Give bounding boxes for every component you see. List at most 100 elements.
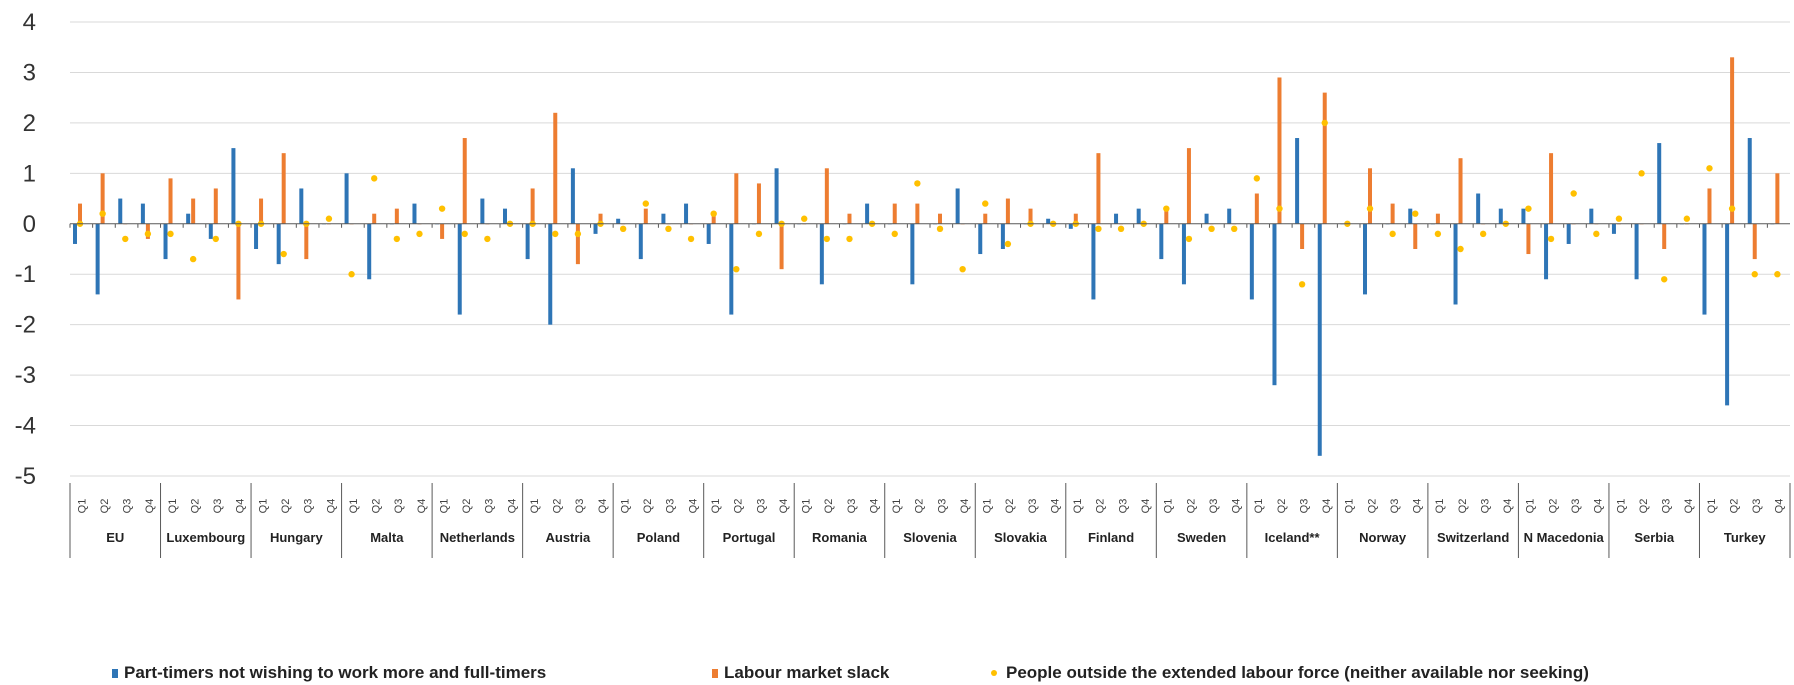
bar-part-timers — [1000, 223, 1005, 249]
bar-part-timers — [684, 203, 689, 224]
bar-part-timers — [638, 223, 643, 260]
dot-outside-labour-force — [642, 200, 649, 207]
bar-part-timers — [525, 223, 530, 260]
bar-labour-market-slack — [1254, 193, 1259, 224]
bar-labour-market-slack — [1752, 223, 1757, 260]
legend-swatch-outside — [991, 670, 997, 676]
dot-outside-labour-force — [1683, 215, 1691, 222]
dot-outside-labour-force — [619, 225, 627, 233]
bar-labour-market-slack — [892, 203, 897, 224]
y-tick-label: -3 — [15, 362, 36, 389]
bar-part-timers — [1634, 223, 1639, 280]
dot-outside-labour-force — [99, 210, 106, 217]
dot-outside-labour-force — [574, 230, 582, 238]
quarter-tick-label: Q3 — [1117, 499, 1129, 514]
quarter-tick-label: Q2 — [914, 499, 926, 514]
quarter-tick-label: Q3 — [846, 499, 858, 514]
bar-labour-market-slack — [394, 208, 399, 224]
quarter-tick-label: Q3 — [303, 499, 315, 514]
bar-labour-market-slack — [100, 173, 105, 224]
quarter-tick-label: Q1 — [619, 499, 631, 514]
dot-outside-labour-force — [1253, 175, 1261, 182]
bar-labour-market-slack — [191, 198, 196, 224]
bar-part-timers — [661, 213, 666, 224]
bar-part-timers — [1521, 208, 1526, 224]
quarter-tick-label: Q1 — [529, 499, 541, 514]
bar-labour-market-slack — [915, 203, 920, 224]
country-tick-label: Switzerland — [1437, 530, 1509, 545]
bar-labour-market-slack — [213, 188, 218, 224]
bar-part-timers — [412, 203, 417, 224]
country-tick-labels: EU Luxembourg Hungary Malta Netherlands Austr… — [106, 530, 1766, 545]
bar-part-timers — [955, 188, 960, 224]
quarter-tick-label: Q4 — [1593, 499, 1605, 514]
bar-part-timers — [208, 223, 213, 239]
dot-outside-labour-force — [1298, 281, 1306, 288]
dot-outside-labour-force — [416, 230, 423, 238]
dot-outside-labour-force — [1231, 225, 1238, 233]
quarter-tick-label: Q2 — [1457, 499, 1469, 514]
legend-swatch-part-timers — [112, 669, 118, 678]
legend-item-outside: People outside the extended labour force… — [991, 663, 1589, 682]
quarter-tick-label: Q2 — [823, 499, 835, 514]
quarter-tick-label: Q4 — [959, 499, 971, 514]
bar-labour-market-slack — [1707, 188, 1712, 224]
legend-item-part-timers: Part-timers not wishing to work more and… — [112, 663, 546, 682]
dot-outside-labour-force — [936, 225, 944, 233]
bar-labour-market-slack — [1368, 168, 1372, 224]
quarter-tick-label: Q1 — [1163, 499, 1175, 514]
bar-part-timers — [299, 188, 304, 224]
y-tick-label: 0 — [23, 211, 36, 238]
bar-labour-market-slack — [1164, 208, 1169, 224]
dot-outside-labour-force — [1163, 205, 1170, 212]
quarter-tick-label: Q3 — [1479, 499, 1491, 514]
bar-part-timers — [1725, 223, 1730, 406]
dot-outside-labour-force — [1366, 205, 1374, 212]
y-tick-label: -5 — [15, 463, 36, 490]
quarter-tick-label: Q4 — [1412, 499, 1424, 514]
bar-labour-market-slack — [643, 208, 648, 224]
country-tick-label: Finland — [1088, 530, 1134, 545]
bar-part-timers — [706, 223, 711, 244]
country-tick-label: Poland — [637, 530, 680, 545]
bar-part-timers — [1114, 213, 1119, 224]
bar-labour-market-slack — [78, 203, 82, 224]
bar-labour-market-slack — [372, 213, 377, 224]
bar-part-timers — [729, 223, 734, 315]
dot-outside-labour-force — [461, 230, 468, 238]
quarter-tick-label: Q2 — [642, 499, 654, 514]
dot-outside-labour-force — [959, 265, 966, 273]
bar-labour-market-slack — [1073, 213, 1078, 224]
bar-part-timers — [95, 223, 100, 295]
country-tick-label: Hungary — [270, 530, 324, 545]
quarter-tick-label: Q2 — [1366, 499, 1378, 514]
dot-outside-labour-force — [710, 210, 717, 217]
bar-part-timers — [1702, 223, 1707, 315]
dot-outside-labour-force — [167, 230, 174, 238]
bar-part-timers — [186, 213, 191, 224]
quarter-tick-label: Q2 — [1095, 499, 1107, 514]
dot-outside-labour-force — [1615, 215, 1623, 222]
dot-outside-labour-force — [1751, 271, 1758, 278]
dot-outside-labour-force — [144, 230, 152, 238]
bar-part-timers — [1317, 223, 1322, 456]
bar-part-timers — [910, 223, 915, 285]
bar-part-timers — [1159, 223, 1164, 260]
dot-outside-labour-force — [733, 265, 740, 273]
quarter-tick-label: Q3 — [122, 499, 134, 514]
quarter-tick-label: Q4 — [597, 499, 609, 514]
bar-labour-market-slack — [1300, 223, 1305, 249]
bar-labour-market-slack — [259, 198, 264, 224]
quarter-tick-label: Q4 — [1502, 499, 1514, 514]
quarter-tick-label: Q1 — [167, 499, 179, 514]
bar-labour-market-slack — [1186, 148, 1191, 224]
bar-labour-market-slack — [1277, 77, 1282, 224]
quarter-tick-label: Q4 — [778, 499, 790, 514]
bar-labour-market-slack — [824, 168, 829, 224]
quarter-tick-label: Q3 — [1298, 499, 1310, 514]
quarter-tick-label: Q2 — [99, 499, 111, 514]
dot-outside-labour-force — [438, 205, 446, 212]
bar-labour-market-slack — [938, 213, 942, 224]
bar-part-timers — [1295, 138, 1300, 224]
quarter-tick-label: Q2 — [1276, 499, 1288, 514]
